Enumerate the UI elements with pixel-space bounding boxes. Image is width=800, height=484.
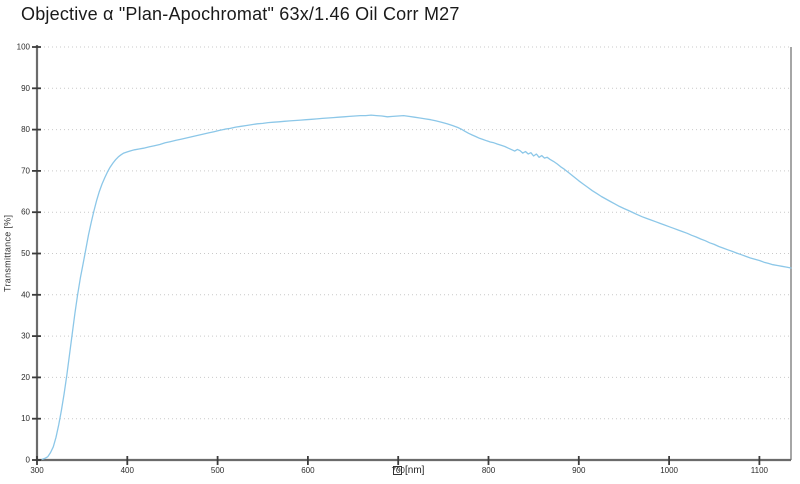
y-tick-label: 100 (17, 43, 31, 52)
chart-title: Objective α "Plan-Apochromat" 63x/1.46 O… (21, 4, 460, 24)
lambda-missing-glyph-icon: λ (393, 466, 402, 475)
x-tick-label: 300 (30, 466, 44, 475)
transmittance-curve (41, 114, 792, 460)
y-tick-label: 80 (21, 125, 30, 134)
x-tick-label: 600 (301, 466, 315, 475)
x-tick-label: 500 (211, 466, 225, 475)
y-tick-label: 40 (21, 290, 30, 299)
y-tick-label: 70 (21, 166, 30, 175)
y-tick-label: 60 (21, 208, 30, 217)
y-tick-label: 30 (21, 332, 30, 341)
y-tick-label: 0 (26, 456, 31, 465)
x-axis-unit: [nm] (405, 465, 425, 476)
x-tick-label: 700 (392, 466, 406, 475)
x-tick-label: 400 (121, 466, 135, 475)
y-tick-label: 90 (21, 84, 30, 93)
x-tick-label: 800 (482, 466, 496, 475)
y-tick-label: 20 (21, 373, 30, 382)
x-axis-title: λ [nm] (393, 465, 424, 476)
y-tick-label: 50 (21, 249, 30, 258)
x-tick-label: 1100 (751, 466, 769, 475)
x-tick-label: 900 (572, 466, 586, 475)
x-tick-label: 1000 (660, 466, 678, 475)
y-tick-label: 10 (21, 414, 30, 423)
